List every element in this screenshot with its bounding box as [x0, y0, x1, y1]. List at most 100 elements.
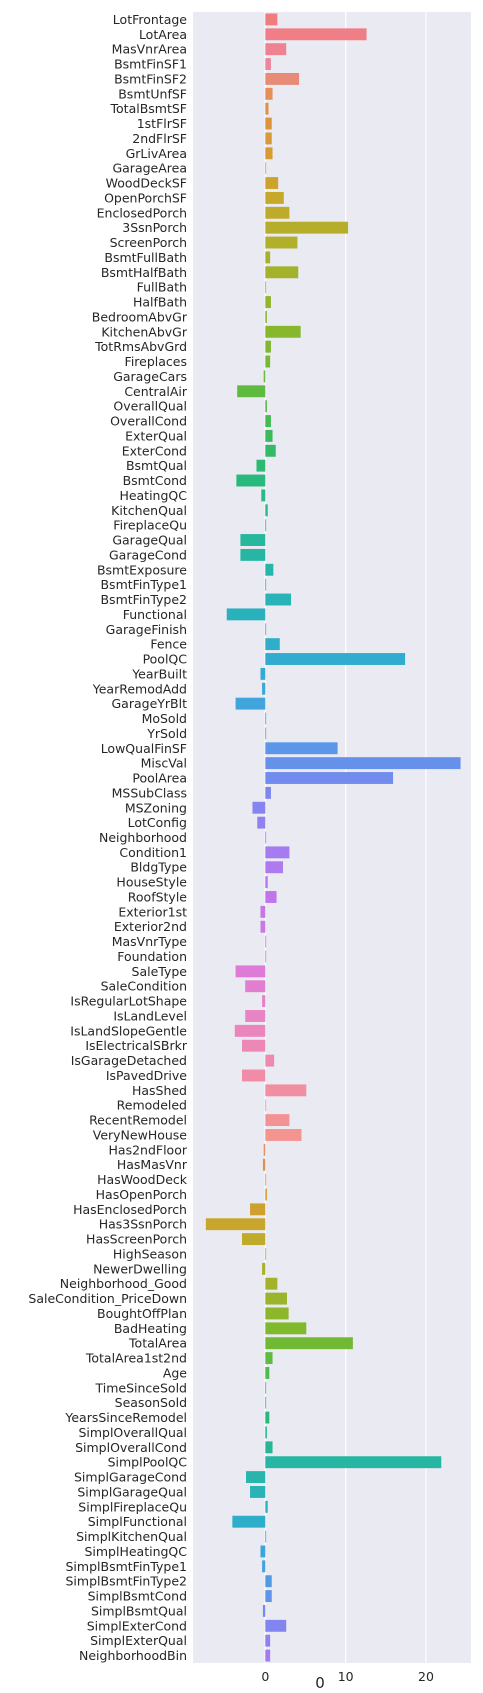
category-tick-label: GrLivArea — [126, 146, 187, 161]
bar — [242, 1069, 266, 1082]
category-tick-label: SimplFunctional — [88, 1514, 187, 1529]
bar — [235, 965, 266, 978]
category-tick-label: CentralAir — [124, 384, 188, 399]
category-tick-label: ExterQual — [125, 428, 187, 443]
category-tick-label: GarageCars — [113, 369, 187, 384]
category-tick-label: Has2ndFloor — [109, 1142, 188, 1157]
category-tick-label: BedroomAbvGr — [92, 309, 188, 324]
category-tick-label: IsPavedDrive — [106, 1068, 187, 1083]
bar — [262, 1604, 266, 1617]
category-tick-label: SaleCondition — [101, 979, 187, 994]
bar — [265, 177, 279, 189]
bar — [265, 757, 461, 770]
category-tick-label: Functional — [123, 607, 187, 622]
bar — [265, 117, 272, 130]
category-tick-label: GarageArea — [112, 161, 187, 176]
bar — [265, 727, 267, 740]
bar — [245, 980, 266, 993]
bar — [265, 1619, 287, 1632]
category-tick-label: SimplFireplaceQu — [78, 1499, 187, 1514]
bar — [265, 593, 292, 606]
bar — [250, 1203, 266, 1216]
plot-background — [193, 12, 471, 1663]
category-tick-label: HasWoodDeck — [97, 1172, 188, 1187]
category-tick-label: SimplPoolQC — [108, 1455, 188, 1470]
category-tick-label: 3SsnPorch — [122, 220, 187, 235]
category-tick-label: HighSeason — [113, 1246, 187, 1261]
x-axis-label: 0 — [315, 1674, 325, 1692]
category-tick-label: LotConfig — [128, 815, 187, 830]
category-tick-label: BsmtFinType2 — [100, 592, 187, 607]
category-tick-label: BsmtFinSF2 — [114, 71, 187, 86]
x-tick-label: 10 — [338, 1669, 354, 1684]
bar — [265, 28, 367, 41]
bar — [265, 1084, 307, 1097]
bar — [246, 1471, 266, 1484]
bar — [265, 1634, 271, 1647]
category-tick-label: HeatingQC — [119, 488, 187, 503]
bar — [252, 801, 266, 814]
bar — [260, 1545, 266, 1558]
category-tick-label: GarageYrBlt — [112, 696, 188, 711]
bar — [265, 1352, 273, 1365]
bar — [242, 1233, 266, 1246]
bar — [265, 444, 276, 457]
bar — [263, 370, 266, 383]
category-tick-label: SaleType — [132, 964, 188, 979]
category-tick-label: HasMasVnr — [117, 1157, 188, 1172]
bar — [265, 876, 268, 889]
category-tick-label: VeryNewHouse — [93, 1127, 188, 1142]
category-tick-label: SimplBsmtFinType2 — [66, 1574, 188, 1589]
bar — [260, 667, 266, 680]
bar — [265, 206, 290, 219]
category-tick-label: WoodDeckSF — [106, 176, 187, 191]
bar — [265, 1590, 272, 1603]
bar — [265, 742, 338, 755]
bar — [260, 905, 266, 918]
bar — [235, 697, 266, 710]
category-tick-label: Condition1 — [119, 845, 187, 860]
bar — [265, 236, 298, 249]
bar — [256, 459, 266, 472]
category-tick-label: Remodeled — [117, 1098, 187, 1113]
bar — [245, 1010, 266, 1022]
category-tick-label: FireplaceQu — [113, 518, 187, 533]
category-tick-label: BsmtHalfBath — [101, 265, 187, 280]
category-tick-label: HasShed — [132, 1083, 187, 1098]
bar — [265, 191, 284, 204]
bar — [260, 920, 266, 933]
bar — [265, 58, 271, 71]
bar — [265, 325, 301, 338]
category-tick-label: NewerDwelling — [93, 1261, 187, 1276]
category-tick-label: KitchenQual — [111, 503, 187, 518]
category-tick-label: OverallQual — [113, 399, 187, 414]
bar — [265, 1322, 307, 1335]
category-tick-label: HalfBath — [133, 295, 187, 310]
bar — [265, 13, 278, 26]
bar — [242, 1039, 266, 1052]
category-tick-label: IsElectricalSBrkr — [85, 1038, 188, 1053]
x-tick-label: 20 — [418, 1669, 434, 1684]
category-tick-label: PoolArea — [132, 771, 187, 786]
bar — [265, 296, 271, 308]
category-tick-label: IsRegularLotShape — [70, 994, 187, 1009]
bar — [265, 1500, 268, 1513]
bar — [240, 534, 266, 546]
bar — [265, 132, 272, 145]
bar — [265, 1099, 267, 1112]
bar — [265, 340, 271, 353]
category-tick-label: NeighborhoodBin — [79, 1648, 187, 1663]
bar — [226, 608, 266, 621]
category-tick-label: SaleCondition_PriceDown — [28, 1291, 187, 1306]
category-tick-label: YearBuilt — [131, 666, 187, 681]
category-tick-label: HasScreenPorch — [86, 1232, 187, 1247]
category-tick-label: Exterior2nd — [114, 919, 187, 934]
category-tick-label: MoSold — [142, 711, 187, 726]
category-tick-label: MasVnrType — [112, 934, 188, 949]
category-tick-label: BsmtUnfSF — [118, 86, 187, 101]
category-tick-label: BsmtFinType1 — [100, 577, 187, 592]
category-tick-label: SimplOverallQual — [78, 1425, 187, 1440]
category-tick-label: GarageQual — [112, 533, 187, 548]
category-tick-label: SimplOverallCond — [75, 1440, 187, 1455]
category-tick-label: RoofStyle — [128, 889, 188, 904]
